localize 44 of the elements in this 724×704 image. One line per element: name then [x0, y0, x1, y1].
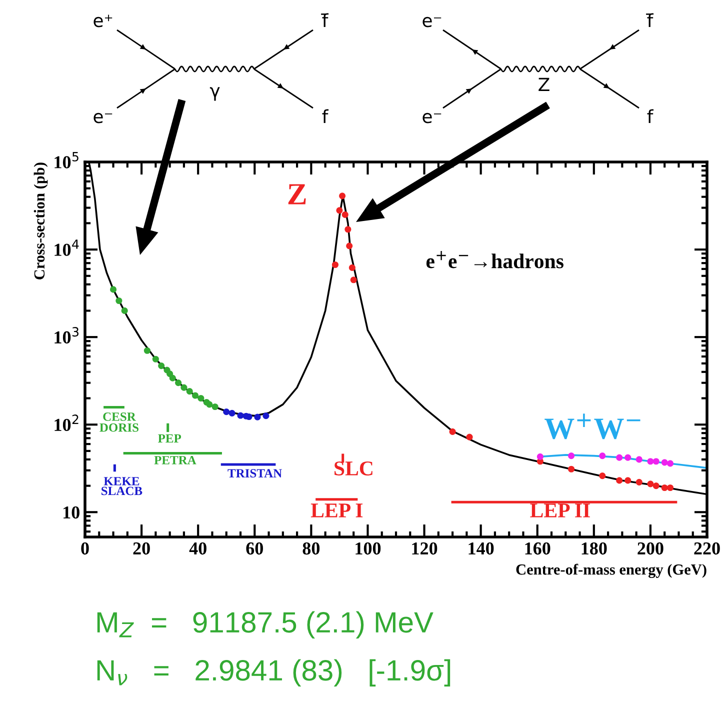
text: f̄ [646, 13, 654, 27]
x-tick-label: 220 [694, 542, 720, 555]
x-tick-label: 0 [81, 542, 89, 555]
x-tick-label: 160 [525, 542, 550, 555]
y-tick-label: 10$^{2}$ [54, 414, 78, 432]
y-axis-title: Cross-section (pb) [34, 162, 48, 280]
annotation: SLACB [102, 486, 142, 496]
y-tick-label: 10$^{4}$ [54, 240, 79, 256]
annotation: PEP [158, 434, 182, 443]
annotation: KEKE [104, 477, 140, 486]
y-tick-label: 10$^{5}$ [54, 152, 78, 168]
annotation: e$^{+}$e$^{−}$→hadrons [426, 250, 564, 268]
x-tick-label: 200 [638, 542, 664, 555]
annotation: SLC [334, 461, 372, 476]
annotation: Z [288, 184, 306, 204]
annotation: W$^{+}$W$^{−}$ [544, 414, 640, 440]
annotation: DORIS [100, 423, 138, 432]
x-tick-label: 80 [302, 542, 320, 555]
x-tick-label: 120 [412, 542, 438, 555]
text: f̄ [321, 13, 329, 27]
text: e⁻ [94, 112, 112, 124]
x-tick-label: 60 [246, 542, 263, 555]
text: f [647, 109, 654, 123]
text: γ [210, 87, 220, 101]
x-axis-title: Centre-of-mass energy (GeV) [516, 564, 706, 578]
text: e⁻ [422, 16, 442, 28]
y-tick-label: 10$^{3}$ [54, 327, 78, 344]
annotation: LEP II [530, 504, 590, 518]
annotation: TRISTAN [228, 469, 282, 478]
text: M$_{Z}$ = 91187.5 (2.1) MeV [97, 611, 434, 638]
x-tick-label: 40 [189, 542, 206, 555]
x-tick-label: 140 [468, 542, 494, 555]
text: N$_{ν}$ = 2.9841 (83) [-1.9σ] [97, 659, 450, 686]
text: e⁻ [422, 112, 442, 124]
text: f [322, 109, 329, 123]
annotation: PETRA [154, 456, 196, 464]
x-tick-label: 180 [582, 542, 607, 555]
x-tick-label: 20 [133, 542, 150, 555]
annotation: CESR [103, 412, 136, 421]
text: Z [538, 78, 550, 91]
x-tick-label: 100 [356, 542, 381, 555]
text: e⁺ [94, 14, 112, 28]
annotation: LEP I [310, 504, 363, 518]
y-tick-label: 10 [64, 506, 80, 519]
